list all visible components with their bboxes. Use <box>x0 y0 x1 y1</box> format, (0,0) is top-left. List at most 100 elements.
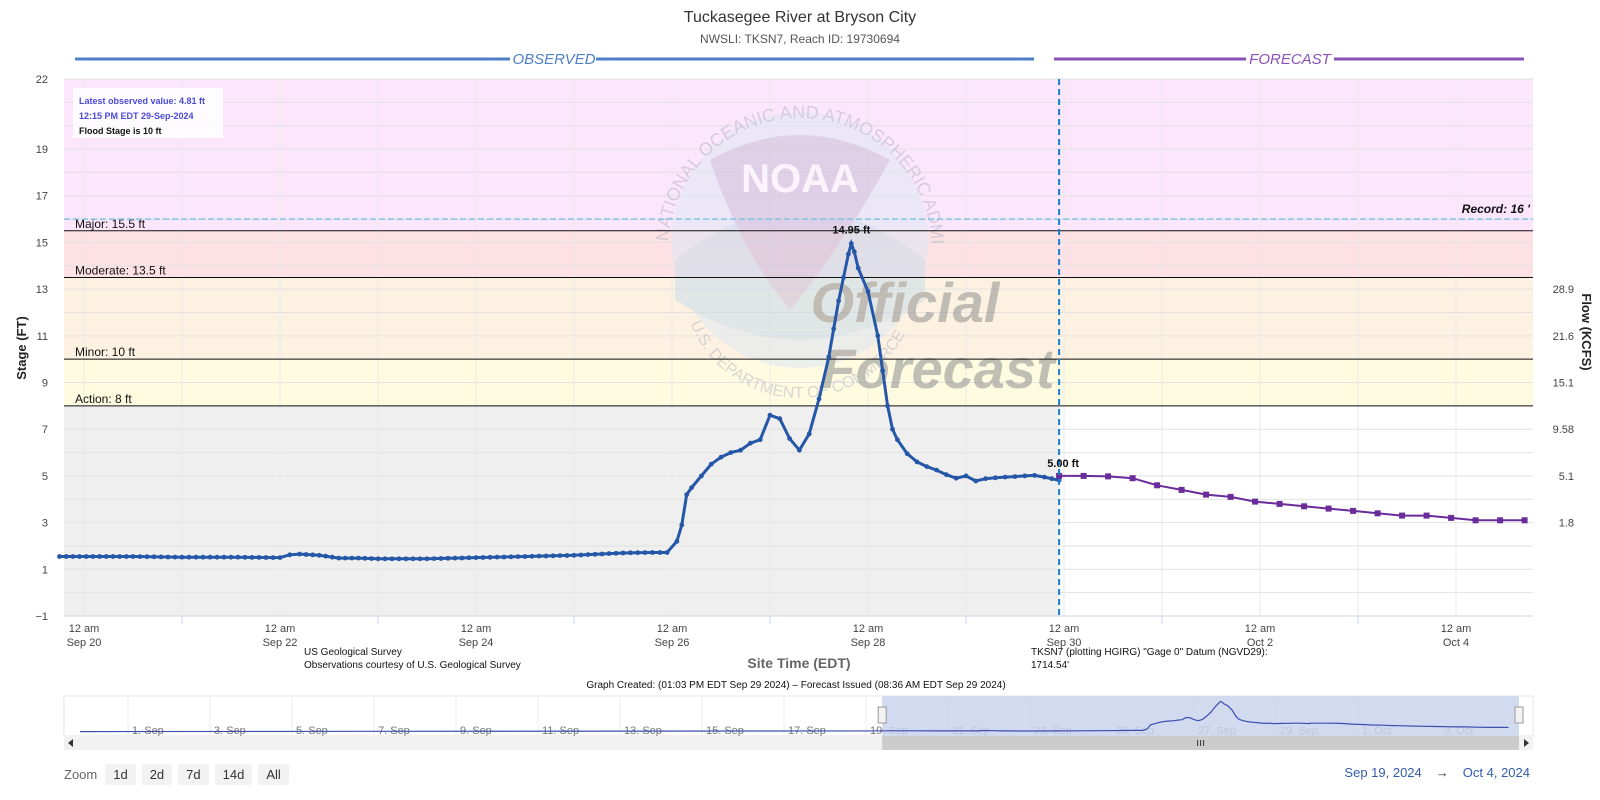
observed-point <box>382 556 388 562</box>
observed-point <box>914 459 920 465</box>
observed-point <box>323 553 329 559</box>
observed-point <box>585 552 591 557</box>
x-axis-tick-label: 12 am <box>1245 623 1276 635</box>
observed-point <box>57 554 62 559</box>
forecast-point <box>1448 514 1455 521</box>
observed-point <box>186 554 192 560</box>
observed-point <box>564 553 570 558</box>
observed-point <box>767 412 773 418</box>
observed-point <box>207 554 213 560</box>
navigator-selection[interactable] <box>882 696 1519 736</box>
observed-point <box>297 551 302 557</box>
observed-point <box>571 552 577 558</box>
zoom-2d-button[interactable]: 2d <box>141 764 173 785</box>
forecast-point <box>1080 472 1087 479</box>
navigator: 1. Sep 3. Sep 5. Sep 7. Sep 9. Sep 11. Sep 13.… <box>63 695 1534 750</box>
observed-point <box>536 553 542 559</box>
observed-point <box>452 555 458 561</box>
credit-line-1: US Geological Survey <box>304 647 402 658</box>
zoom-1d-button[interactable]: 1d <box>105 764 136 785</box>
observed-point <box>973 478 979 484</box>
threshold-label: Moderate: 13.5 ft <box>75 263 166 277</box>
observed-point <box>855 265 861 271</box>
x-axis-tick-label: 12 am <box>461 623 492 635</box>
observed-point <box>831 326 837 332</box>
observed-point <box>336 555 342 561</box>
x-axis-tick-label: Oct 2 <box>1247 637 1273 649</box>
datum-line-1: TKSN7 (plotting HGIRG) "Gage 0" Datum (N… <box>1031 647 1268 658</box>
zoom-14d-button[interactable]: 14d <box>214 764 253 785</box>
observed-point <box>543 553 549 559</box>
observed-point <box>1042 474 1047 480</box>
observed-point <box>303 552 309 557</box>
zoom-7d-button[interactable]: 7d <box>178 764 209 785</box>
observed-point <box>221 554 227 560</box>
y-axis-tick-label: 7 <box>42 424 48 436</box>
observed-point <box>699 473 704 479</box>
forecast-point <box>1276 500 1283 507</box>
observed-point <box>657 550 663 555</box>
scroll-left-icon[interactable] <box>68 739 73 747</box>
observed-header-mask <box>510 50 596 68</box>
y-axis-tick-label: 15 <box>36 237 48 249</box>
threshold-label: Minor: 10 ft <box>75 345 136 359</box>
navigator-right-handle[interactable] <box>1514 706 1524 724</box>
observed-point <box>310 552 316 558</box>
observed-point <box>848 241 854 247</box>
forecast-point <box>1399 512 1406 519</box>
observed-point <box>515 554 521 559</box>
observed-point <box>83 554 89 559</box>
observed-point <box>277 555 283 560</box>
zoom-all-button[interactable]: All <box>258 764 289 785</box>
observed-point <box>944 472 949 478</box>
observed-point <box>235 554 241 560</box>
observed-point <box>193 554 199 560</box>
observed-point <box>650 550 655 555</box>
observed-point <box>797 447 802 453</box>
observed-point <box>438 556 444 561</box>
info-flood-stage: Flood Stage is 10 ft <box>79 126 162 136</box>
observed-point <box>841 275 846 280</box>
observed-point <box>628 550 633 556</box>
observed-point <box>836 298 841 304</box>
observed-point <box>349 555 355 561</box>
forecast-start-label: 5.00 ft <box>1047 458 1079 470</box>
info-box <box>73 88 223 138</box>
forecast-point <box>1178 486 1185 493</box>
observed-point <box>466 555 472 561</box>
y-axis-tick-label: 17 <box>36 191 48 203</box>
forecast-header-label: FORECAST <box>1249 51 1333 68</box>
scroll-right-icon[interactable] <box>1524 739 1529 747</box>
observed-point <box>473 555 479 560</box>
observed-point <box>953 475 959 481</box>
forecast-point <box>1056 472 1063 479</box>
observed-point <box>993 475 998 481</box>
forecast-point <box>1252 498 1259 505</box>
record-label: Record: 16 ' <box>1462 202 1531 216</box>
range-from[interactable]: Sep 19, 2024 <box>1344 765 1422 780</box>
observed-point <box>846 251 851 257</box>
forecast-point <box>1350 507 1357 514</box>
observed-point <box>228 554 234 560</box>
x-axis-tick-label: Sep 28 <box>851 637 886 649</box>
observed-point <box>480 555 486 560</box>
y2-axis-tick-label: 21.6 <box>1553 331 1574 343</box>
observed-point <box>880 368 886 374</box>
navigator-left-handle[interactable] <box>877 706 887 724</box>
threshold-label: Action: 8 ft <box>75 392 132 406</box>
observed-point <box>200 554 206 560</box>
observed-point <box>263 555 269 560</box>
y-axis-tick-label: 13 <box>36 284 48 296</box>
forecast-point <box>1105 473 1112 480</box>
observed-point <box>642 550 648 555</box>
observed-point <box>389 556 395 562</box>
observed-point <box>1049 476 1055 482</box>
observed-point <box>826 354 832 360</box>
observed-point <box>342 555 348 561</box>
observed-point <box>983 476 988 482</box>
observed-point <box>529 553 535 559</box>
y2-axis-tick-label: 1.8 <box>1559 518 1574 530</box>
range-to[interactable]: Oct 4, 2024 <box>1462 765 1530 780</box>
observed-point <box>757 437 763 443</box>
graph-created-note: Graph Created: (01:03 PM EDT Sep 29 2024… <box>586 680 1005 691</box>
